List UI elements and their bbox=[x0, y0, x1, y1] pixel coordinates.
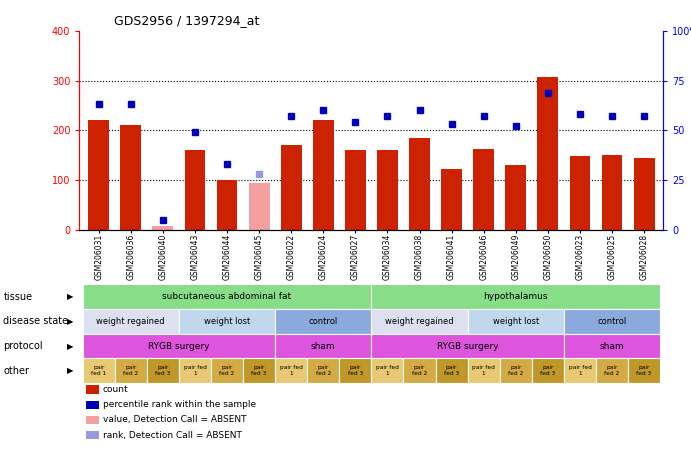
Text: weight regained: weight regained bbox=[97, 317, 165, 326]
Bar bbox=[281, 146, 302, 230]
Bar bbox=[602, 155, 623, 230]
Text: pair
fed 2: pair fed 2 bbox=[220, 365, 235, 376]
Text: pair
fed 2: pair fed 2 bbox=[508, 365, 523, 376]
Text: subcutaneous abdominal fat: subcutaneous abdominal fat bbox=[162, 292, 292, 301]
Text: rank, Detection Call = ABSENT: rank, Detection Call = ABSENT bbox=[103, 431, 242, 439]
Bar bbox=[120, 126, 141, 230]
Bar bbox=[377, 150, 398, 230]
Text: control: control bbox=[598, 317, 627, 326]
Text: pair
fed 2: pair fed 2 bbox=[605, 365, 620, 376]
Text: weight lost: weight lost bbox=[493, 317, 539, 326]
Bar bbox=[473, 149, 494, 230]
Bar bbox=[634, 158, 654, 230]
Bar bbox=[441, 169, 462, 230]
Text: tissue: tissue bbox=[3, 292, 32, 302]
Bar bbox=[538, 77, 558, 230]
Text: pair fed
1: pair fed 1 bbox=[376, 365, 399, 376]
Text: pair fed
1: pair fed 1 bbox=[472, 365, 495, 376]
Text: pair
fed 2: pair fed 2 bbox=[316, 365, 331, 376]
Text: pair
fed 3: pair fed 3 bbox=[348, 365, 363, 376]
Text: sham: sham bbox=[311, 342, 336, 350]
Text: pair
fed 3: pair fed 3 bbox=[540, 365, 556, 376]
Text: pair fed
1: pair fed 1 bbox=[184, 365, 207, 376]
Text: count: count bbox=[103, 385, 129, 394]
Bar bbox=[153, 226, 173, 230]
Text: RYGB surgery: RYGB surgery bbox=[148, 342, 209, 350]
Text: ▶: ▶ bbox=[68, 342, 74, 350]
Text: ▶: ▶ bbox=[68, 317, 74, 326]
Text: ▶: ▶ bbox=[68, 292, 74, 301]
Bar bbox=[249, 182, 269, 230]
Text: percentile rank within the sample: percentile rank within the sample bbox=[103, 401, 256, 409]
Bar bbox=[345, 150, 366, 230]
Text: pair fed
1: pair fed 1 bbox=[280, 365, 303, 376]
Text: weight lost: weight lost bbox=[204, 317, 250, 326]
Text: pair
fed 2: pair fed 2 bbox=[123, 365, 138, 376]
Text: pair
fed 3: pair fed 3 bbox=[155, 365, 171, 376]
Text: pair fed
1: pair fed 1 bbox=[569, 365, 591, 376]
Text: control: control bbox=[309, 317, 338, 326]
Text: protocol: protocol bbox=[3, 341, 43, 351]
Text: pair
fed 3: pair fed 3 bbox=[444, 365, 460, 376]
Text: pair
fed 2: pair fed 2 bbox=[412, 365, 427, 376]
Bar bbox=[409, 138, 430, 230]
Bar bbox=[569, 156, 590, 230]
Text: pair
fed 3: pair fed 3 bbox=[636, 365, 652, 376]
Text: pair
fed 1: pair fed 1 bbox=[91, 365, 106, 376]
Bar bbox=[88, 120, 109, 230]
Text: pair
fed 3: pair fed 3 bbox=[252, 365, 267, 376]
Text: disease state: disease state bbox=[3, 316, 68, 327]
Text: GDS2956 / 1397294_at: GDS2956 / 1397294_at bbox=[114, 14, 259, 27]
Text: value, Detection Call = ABSENT: value, Detection Call = ABSENT bbox=[103, 416, 247, 424]
Text: RYGB surgery: RYGB surgery bbox=[437, 342, 498, 350]
Text: sham: sham bbox=[600, 342, 625, 350]
Text: hypothalamus: hypothalamus bbox=[484, 292, 548, 301]
Bar bbox=[313, 120, 334, 230]
Bar bbox=[216, 180, 238, 230]
Text: weight regained: weight regained bbox=[385, 317, 454, 326]
Bar bbox=[184, 150, 205, 230]
Text: ▶: ▶ bbox=[68, 366, 74, 375]
Text: other: other bbox=[3, 365, 30, 376]
Bar bbox=[505, 165, 527, 230]
